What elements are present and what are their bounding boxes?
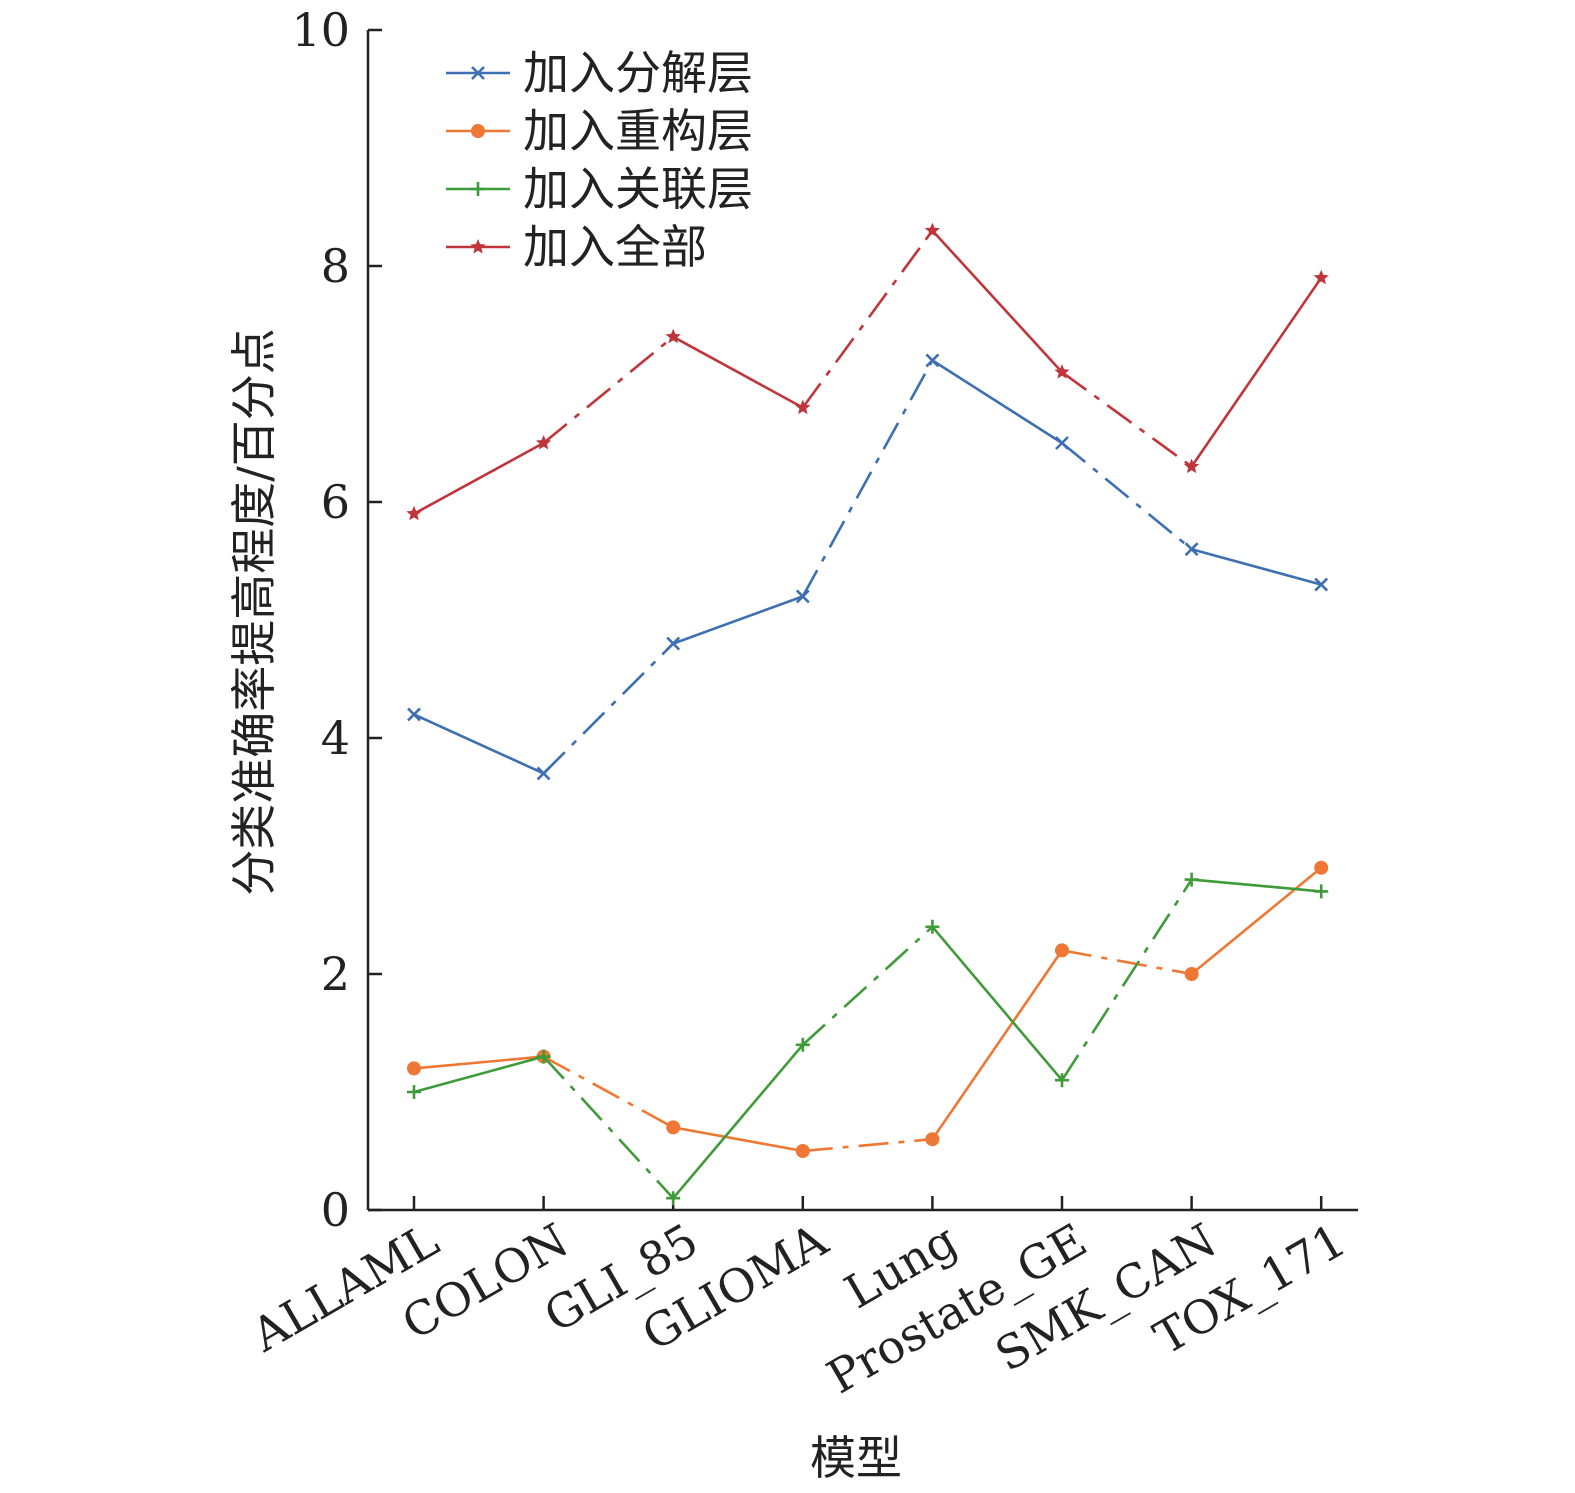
y-axis-title: 分类准确率提高程度/百分点 <box>227 328 281 896</box>
series-segment <box>1190 277 1323 468</box>
data-point <box>470 239 486 254</box>
data-point <box>471 124 485 138</box>
data-point <box>1184 872 1199 887</box>
data-point <box>666 636 681 651</box>
series-segment <box>1061 949 1192 976</box>
data-point <box>1055 1073 1069 1088</box>
series-segment <box>802 1137 933 1153</box>
series-segment <box>931 229 1063 374</box>
series-2 <box>407 860 1329 1158</box>
series-segment <box>542 335 675 445</box>
legend-entry: 加入关联层 <box>446 162 753 216</box>
series-3 <box>407 872 1329 1206</box>
data-point <box>795 1144 810 1158</box>
data-point <box>406 505 422 521</box>
data-point <box>666 1120 681 1135</box>
series-segment <box>672 595 804 645</box>
y-tick-label: 8 <box>321 239 350 293</box>
data-point <box>665 328 681 344</box>
data-point <box>407 1061 421 1076</box>
data-point <box>1055 943 1069 958</box>
data-point <box>924 222 941 238</box>
data-point <box>407 707 421 722</box>
data-point <box>666 1191 681 1206</box>
series-segment <box>931 949 1064 1140</box>
series-segment <box>542 1055 674 1129</box>
legend-entry: 加入重构层 <box>446 104 753 158</box>
series-segment <box>413 441 545 515</box>
data-point <box>1314 577 1329 592</box>
legend-label: 加入关联层 <box>523 162 753 216</box>
series-segment <box>1061 441 1193 551</box>
series-segment <box>801 359 934 598</box>
series-segment <box>1060 878 1193 1081</box>
data-point <box>925 1132 940 1147</box>
series-segment <box>1190 866 1323 976</box>
data-point <box>925 919 940 934</box>
series-segment <box>413 1055 544 1094</box>
data-point <box>1313 269 1329 285</box>
data-point <box>795 399 811 415</box>
data-point <box>925 353 940 368</box>
series-segment <box>413 713 545 775</box>
data-point <box>536 766 551 781</box>
legend-entry: 加入分解层 <box>446 46 753 100</box>
series-4 <box>406 222 1329 521</box>
y-tick-label: 0 <box>321 1183 350 1237</box>
data-point <box>1184 967 1199 981</box>
series-segment <box>801 229 934 409</box>
series-segment <box>542 1055 675 1200</box>
data-point <box>407 1085 421 1099</box>
series-segment <box>931 359 1063 445</box>
series-segment <box>1061 371 1193 468</box>
data-point <box>1183 458 1200 474</box>
data-point <box>795 589 810 604</box>
y-tick-label: 6 <box>321 475 350 529</box>
series-segment <box>542 642 675 775</box>
data-point <box>471 182 485 196</box>
legend-label: 加入重构层 <box>523 104 753 158</box>
data-point <box>1314 860 1329 875</box>
series-segment <box>1191 878 1322 893</box>
series-layer <box>406 222 1329 1206</box>
y-tick-label: 4 <box>321 711 350 765</box>
series-segment <box>672 335 804 409</box>
y-tick-label: 2 <box>321 947 350 1001</box>
series-segment <box>801 925 934 1046</box>
data-point <box>535 435 552 450</box>
series-segment <box>672 1043 804 1200</box>
data-point <box>1055 436 1069 450</box>
data-point <box>1314 884 1329 899</box>
data-point <box>1054 364 1070 379</box>
series-segment <box>672 1126 804 1153</box>
x-axis-title: 模型 <box>810 1431 902 1485</box>
series-segment <box>413 1055 544 1070</box>
legend-entry: 加入全部 <box>446 220 707 274</box>
data-point <box>536 1049 551 1064</box>
legend-label: 加入全部 <box>523 220 707 274</box>
data-point <box>471 66 485 80</box>
data-point <box>795 1037 810 1052</box>
legend-label: 加入分解层 <box>523 46 753 100</box>
series-1 <box>407 353 1329 781</box>
series-segment <box>931 925 1063 1082</box>
data-point <box>1184 542 1199 557</box>
y-tick-label: 10 <box>291 3 350 57</box>
series-segment <box>1191 547 1322 586</box>
